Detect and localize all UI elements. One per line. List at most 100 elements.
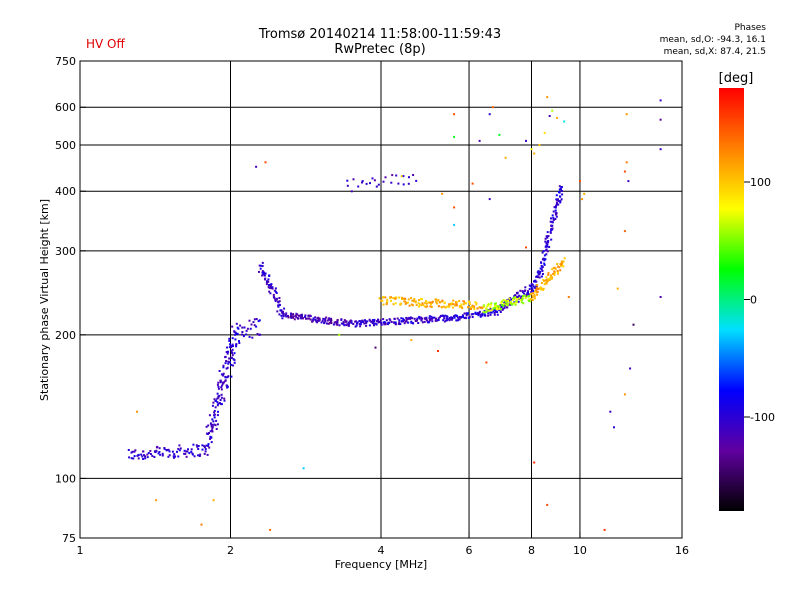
trace-point — [540, 261, 542, 264]
trace-point — [550, 238, 553, 241]
trace-point — [127, 449, 130, 451]
trace-point — [250, 323, 253, 326]
trace-point — [304, 314, 307, 317]
trace-point — [233, 359, 236, 362]
trace-point — [547, 278, 550, 280]
trace-point — [553, 273, 556, 276]
trace-point — [342, 321, 345, 324]
trace-point — [539, 270, 542, 273]
trace-point — [497, 305, 500, 308]
trace-point — [531, 295, 534, 298]
trace-point — [431, 317, 434, 320]
trace-point — [424, 301, 427, 304]
trace-point — [430, 303, 432, 306]
trace-point — [203, 445, 206, 448]
trace-point — [371, 177, 374, 180]
trace-point — [430, 306, 433, 308]
trace-point — [560, 263, 563, 266]
trace-point — [211, 427, 214, 430]
trace-point — [557, 265, 559, 268]
trace-point — [502, 299, 505, 302]
trace-point — [539, 286, 542, 289]
trace-point — [427, 301, 430, 304]
trace-point — [533, 297, 536, 300]
trace-point — [428, 315, 431, 318]
trace-point — [233, 352, 236, 355]
isolated-point — [627, 180, 630, 183]
trace-point — [467, 316, 470, 319]
trace-point — [219, 381, 222, 384]
trace-point — [242, 335, 245, 338]
trace-point — [203, 452, 206, 455]
trace-point — [558, 185, 561, 188]
trace-point — [229, 345, 232, 348]
trace-point — [338, 324, 341, 327]
trace-point — [193, 455, 196, 458]
trace-point — [550, 225, 553, 227]
isolated-point — [581, 198, 584, 201]
trace-point — [460, 303, 463, 306]
trace-point — [498, 307, 501, 310]
trace-point — [480, 306, 483, 309]
trace-point — [413, 298, 416, 300]
trace-point — [544, 258, 547, 261]
trace-point — [549, 220, 552, 223]
trace-point — [470, 308, 472, 310]
trace-point — [489, 309, 492, 312]
trace-point — [258, 333, 261, 336]
trace-point — [245, 333, 248, 336]
trace-point — [158, 447, 161, 450]
trace-point — [405, 301, 408, 304]
trace-point — [307, 314, 310, 317]
trace-point — [268, 283, 271, 286]
y-axis-label: Stationary phase Virtual Height [km] — [38, 199, 51, 401]
trace-point — [261, 274, 264, 277]
trace-point — [547, 272, 550, 275]
trace-point — [272, 295, 275, 298]
trace-point — [377, 319, 380, 322]
isolated-point — [453, 223, 456, 226]
trace-point — [291, 315, 294, 318]
trace-point — [410, 320, 413, 323]
isolated-point — [441, 192, 444, 195]
trace-point — [178, 449, 181, 452]
trace-point — [558, 191, 560, 194]
trace-point — [392, 297, 395, 300]
trace-point — [173, 456, 175, 459]
trace-point — [454, 304, 456, 307]
trace-point — [402, 320, 405, 323]
trace-point — [223, 397, 226, 400]
trace-point — [471, 313, 474, 315]
trace-point — [535, 288, 538, 291]
trace-point — [437, 319, 440, 321]
trace-point — [177, 448, 180, 450]
trace-point — [546, 250, 549, 253]
isolated-point — [136, 410, 138, 413]
trace-point — [230, 363, 233, 366]
trace-point — [151, 454, 154, 457]
trace-point — [489, 306, 492, 309]
trace-point — [290, 316, 293, 319]
trace-point — [390, 321, 393, 323]
trace-point — [487, 303, 490, 306]
trace-point — [137, 453, 140, 456]
trace-point — [505, 301, 508, 304]
trace-point — [317, 316, 320, 319]
trace-point — [485, 307, 488, 310]
trace-point — [519, 289, 522, 292]
trace-point — [220, 373, 223, 376]
trace-point — [475, 303, 478, 306]
trace-point — [278, 297, 281, 299]
trace-point — [366, 320, 369, 323]
trace-point — [197, 454, 200, 457]
trace-point — [423, 320, 426, 323]
isolated-point — [556, 116, 559, 119]
trace-point — [377, 183, 380, 186]
trace-point — [485, 310, 488, 313]
trace-point — [463, 302, 466, 304]
trace-point — [282, 315, 285, 318]
trace-point — [258, 319, 261, 322]
trace-point — [443, 315, 445, 318]
trace-point — [456, 319, 459, 322]
isolated-point — [616, 287, 619, 290]
